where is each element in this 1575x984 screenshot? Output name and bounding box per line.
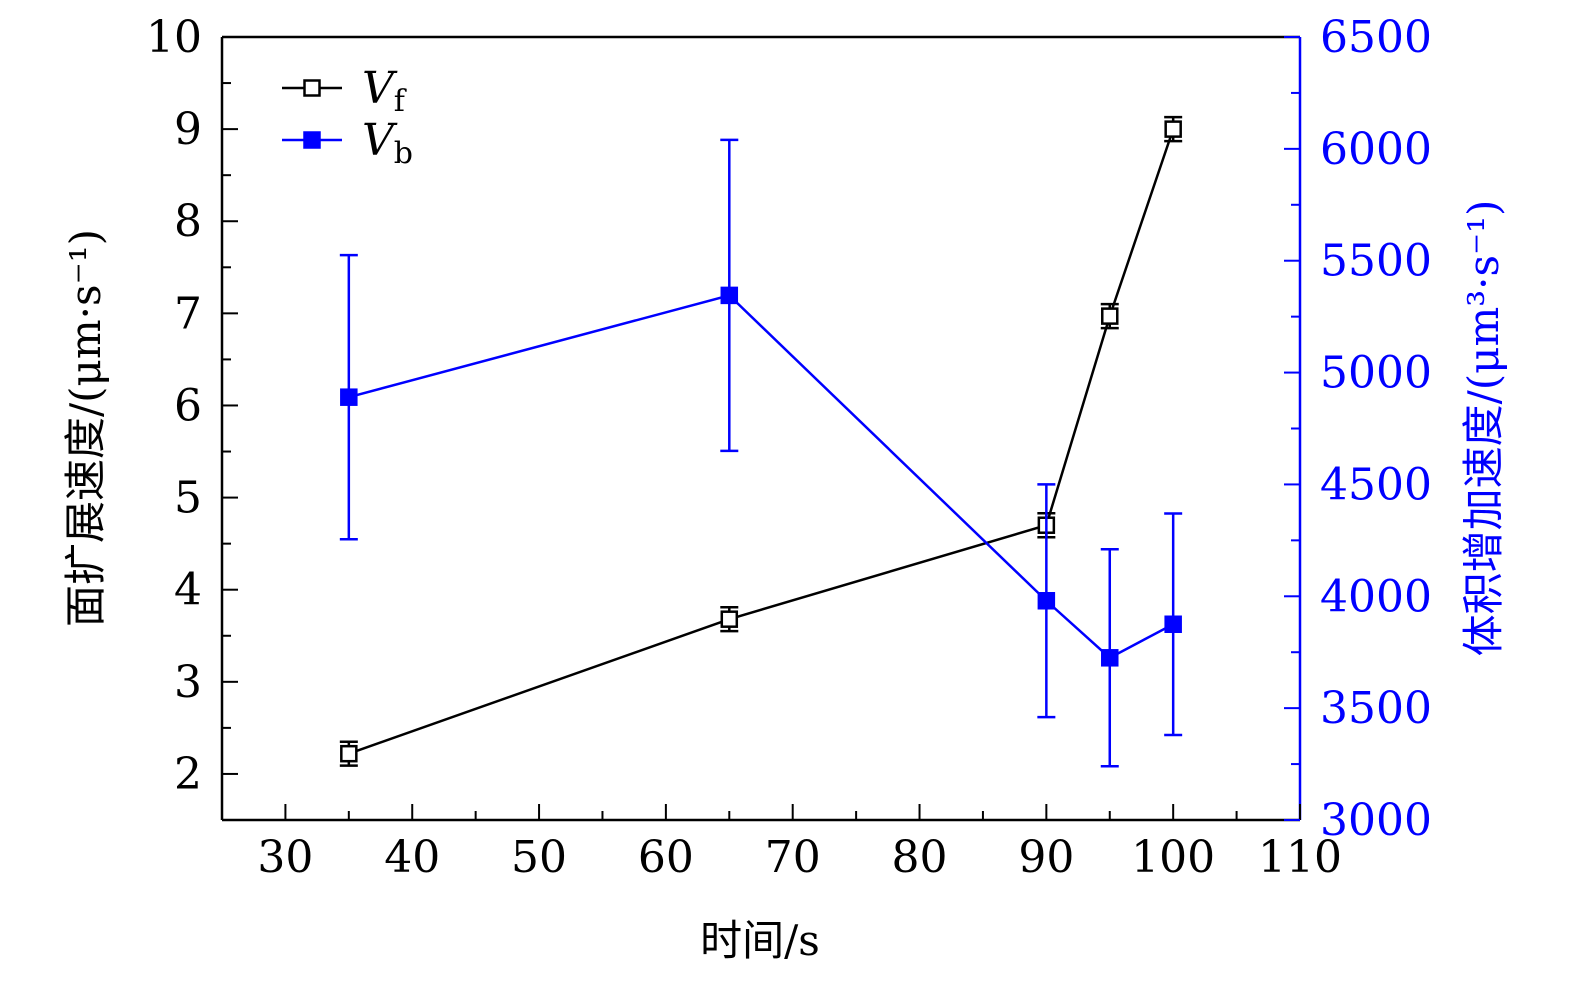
x-tick-label: 90: [1018, 832, 1074, 883]
x-axis-title: 时间/s: [700, 916, 820, 965]
data-point: [1101, 307, 1119, 325]
y-right-tick-label: 3500: [1320, 683, 1432, 734]
x-tick-label: 60: [638, 832, 694, 883]
y-right-tick-label: 4500: [1320, 459, 1432, 510]
y-left-tick-label: 8: [174, 196, 202, 247]
axes-layer: 30 40 50 60 70 80 90 100 110 2 3 4 5 6 7 8 9 10 3000 3500 40…: [146, 12, 1432, 883]
series-line: [348, 128, 1175, 755]
y-left-tick-label: 3: [174, 657, 202, 708]
x-tick-label: 110: [1258, 832, 1342, 883]
y-left-tick-label: 9: [174, 104, 202, 155]
data-point: [1101, 649, 1119, 667]
y-left-tick-label: 10: [146, 12, 202, 63]
x-tick-label: 70: [765, 832, 821, 883]
legend-marker: [303, 79, 321, 97]
series-Vb: [339, 138, 1183, 768]
legend-marker: [303, 131, 321, 149]
y-right-tick-label: 6500: [1320, 12, 1432, 63]
x-tick-label: 80: [892, 832, 948, 883]
data-point: [1164, 120, 1182, 138]
y-right-axis-title: 体积增加速度/(μm³·s⁻¹): [1459, 200, 1508, 657]
y-left-axis-title: 面扩展速度/(μm·s⁻¹): [61, 229, 110, 627]
y-right-tick-label: 4000: [1320, 571, 1432, 622]
y-right-tick-label: 6000: [1320, 124, 1432, 175]
x-tick-label: 30: [257, 832, 313, 883]
data-point: [720, 610, 739, 628]
legend-item-Vb: Vb: [282, 115, 413, 171]
legend-label: Vf: [362, 63, 407, 119]
legend-label: Vb: [362, 115, 413, 171]
data-point: [720, 286, 739, 305]
y-left-tick-label: 2: [174, 749, 202, 800]
y-right-tick-label: 3000: [1320, 795, 1432, 846]
y-left-tick-label: 7: [174, 288, 202, 339]
y-left-tick-label: 5: [174, 473, 202, 524]
x-tick-label: 50: [511, 832, 567, 883]
y-right-tick-label: 5000: [1320, 348, 1432, 399]
legend-item-Vf: Vf: [282, 63, 407, 119]
data-point: [1037, 592, 1056, 610]
series-Vf: [339, 115, 1183, 767]
x-tick-label: 100: [1131, 832, 1215, 883]
series-layer: [339, 115, 1183, 768]
data-point: [340, 388, 358, 406]
y-left-tick-label: 4: [174, 565, 202, 616]
y-left-tick-label: 6: [174, 380, 202, 431]
y-right-tick-label: 5500: [1320, 236, 1432, 287]
data-point: [1164, 615, 1182, 633]
data-point: [340, 744, 358, 763]
x-tick-label: 40: [384, 832, 440, 883]
